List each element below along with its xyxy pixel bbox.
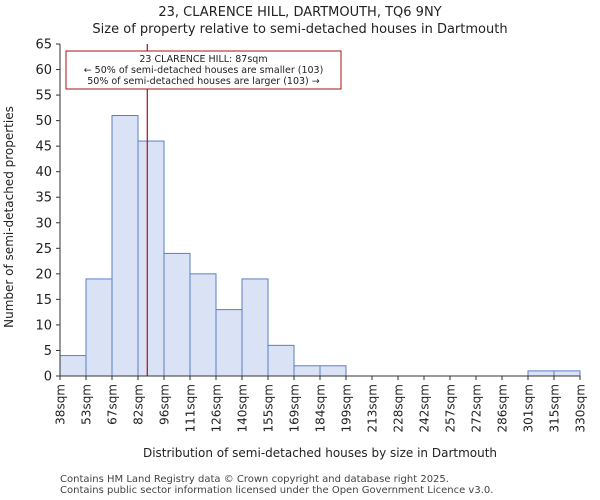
x-tick-label-286sqm: 286sqm <box>496 384 510 432</box>
bar-111sqm <box>189 273 217 377</box>
x-tick-label-126sqm: 126sqm <box>210 384 224 432</box>
bar-315sqm <box>553 370 581 377</box>
bars-group <box>59 115 581 377</box>
bar-184sqm <box>319 365 347 377</box>
x-tick-label-213sqm: 213sqm <box>366 384 380 432</box>
bar-67sqm <box>111 115 139 377</box>
y-tick-label-5: 5 <box>44 344 52 359</box>
y-tick-label-15: 15 <box>35 293 52 308</box>
x-tick-label-38sqm: 38sqm <box>54 384 68 425</box>
bar-126sqm <box>215 309 243 377</box>
x-tick-label-315sqm: 315sqm <box>548 384 562 432</box>
x-tick-label-140sqm: 140sqm <box>236 384 250 432</box>
x-tick-label-301sqm: 301sqm <box>522 384 536 432</box>
y-tick-label-25: 25 <box>35 242 52 257</box>
annotation-line-1: 23 CLARENCE HILL: 87sqm <box>139 54 267 65</box>
bar-301sqm <box>527 370 555 377</box>
x-tick-label-330sqm: 330sqm <box>574 384 588 432</box>
footer-line-1: Contains HM Land Registry data © Crown c… <box>60 474 449 485</box>
x-tick-label-82sqm: 82sqm <box>132 384 146 425</box>
chart-title: 23, CLARENCE HILL, DARTMOUTH, TQ6 9NY <box>158 5 441 20</box>
x-tick-label-169sqm: 169sqm <box>288 384 302 432</box>
bar-38sqm <box>59 355 87 377</box>
y-tick-label-45: 45 <box>35 140 52 155</box>
y-tick-label-0: 0 <box>44 370 52 385</box>
bar-140sqm <box>241 278 269 377</box>
y-tick-label-50: 50 <box>35 114 52 129</box>
bar-155sqm <box>267 344 295 377</box>
bar-53sqm <box>85 278 113 377</box>
annotation-box <box>65 50 342 90</box>
axes-group: 0 5 10 15 20 25 30 35 40 45 50 55 60 65 38sqm 53sqm 67sq… <box>35 38 587 433</box>
x-tick-label-155sqm: 155sqm <box>262 384 276 432</box>
y-axis-label: Number of semi-detached properties <box>2 106 16 328</box>
y-tick-label-20: 20 <box>35 267 52 282</box>
x-tick-label-184sqm: 184sqm <box>314 384 328 432</box>
y-tick-label-65: 65 <box>35 38 52 53</box>
y-tick-label-40: 40 <box>35 165 52 180</box>
bar-82sqm <box>137 140 165 377</box>
y-tick-label-60: 60 <box>35 63 52 78</box>
x-tick-label-242sqm: 242sqm <box>418 384 432 432</box>
x-tick-label-67sqm: 67sqm <box>106 384 120 425</box>
bar-96sqm <box>163 252 191 377</box>
bar-169sqm <box>293 365 321 377</box>
x-tick-label-53sqm: 53sqm <box>80 384 94 425</box>
chart-subtitle: Size of property relative to semi-detach… <box>92 22 507 37</box>
x-tick-label-272sqm: 272sqm <box>470 384 484 432</box>
y-tick-label-35: 35 <box>35 191 52 206</box>
annotation-line-2: ← 50% of semi-detached houses are smalle… <box>84 65 324 76</box>
x-axis-label: Distribution of semi-detached houses by … <box>143 446 497 460</box>
x-tick-label-111sqm: 111sqm <box>184 384 198 432</box>
y-tick-label-10: 10 <box>35 318 52 333</box>
x-tick-label-199sqm: 199sqm <box>340 384 354 432</box>
annotation-group: 23 CLARENCE HILL: 87sqm← 50% of semi-det… <box>65 50 342 90</box>
footer: Contains HM Land Registry data © Crown c… <box>60 474 493 496</box>
x-tick-label-257sqm: 257sqm <box>444 384 458 432</box>
x-tick-label-228sqm: 228sqm <box>392 384 406 432</box>
y-tick-label-55: 55 <box>35 89 52 104</box>
x-tick-label-96sqm: 96sqm <box>158 384 172 425</box>
y-tick-label-30: 30 <box>35 216 52 231</box>
footer-line-2: Contains public sector information licen… <box>60 485 494 496</box>
annotation-line-3: 50% of semi-detached houses are larger (… <box>87 76 320 87</box>
